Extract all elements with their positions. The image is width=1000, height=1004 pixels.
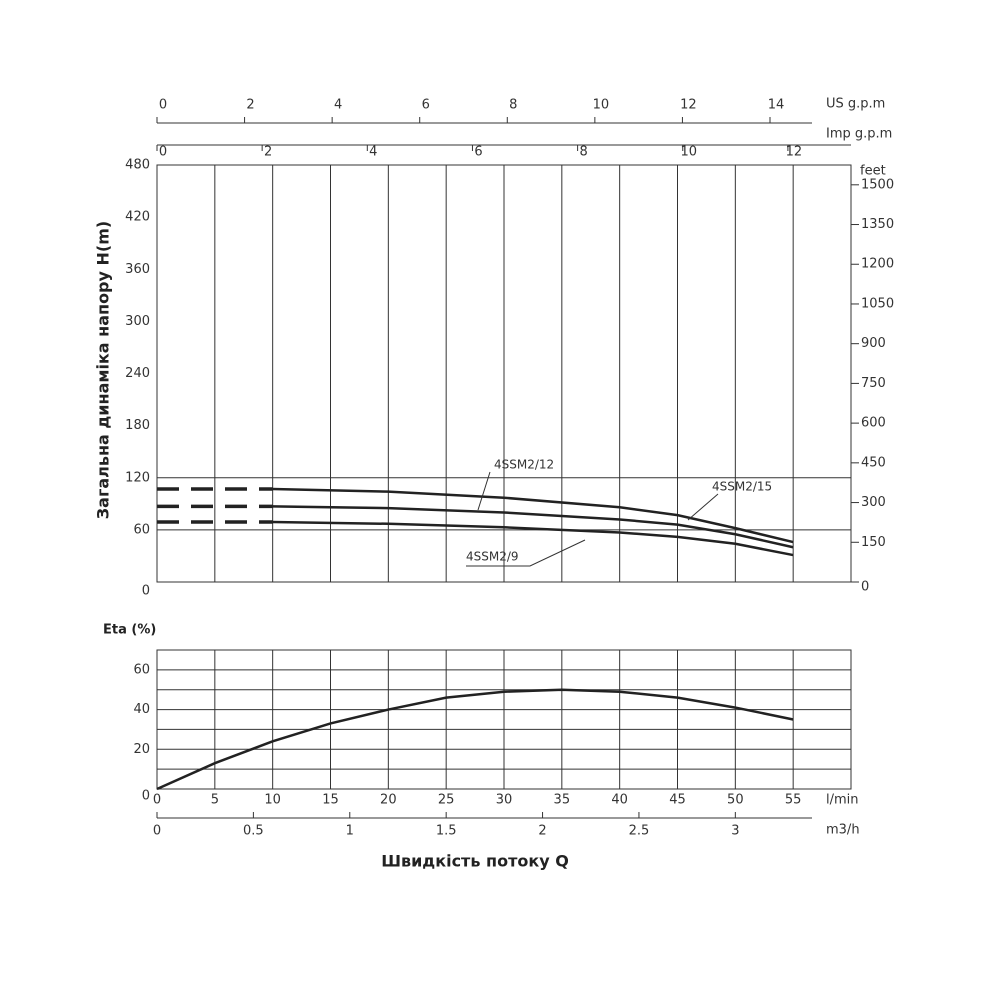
y-tick-label: 360 [125, 262, 150, 277]
series-label: 4SSM2/15 [712, 480, 772, 494]
top-tick-label: 0 [159, 145, 167, 160]
y-tick-label: 120 [125, 470, 150, 485]
top-tick-label: 12 [786, 145, 803, 160]
top-tick-label: 2 [264, 145, 272, 160]
y2-axis-title: feet [860, 164, 886, 179]
y-tick-label: 60 [133, 662, 150, 677]
y-axis-title: Загальна динаміка напору H(m) [94, 221, 113, 519]
top-tick-label: 0 [159, 98, 167, 113]
x-axis-title: Швидкість потоку Q [381, 852, 569, 871]
curve [272, 505, 794, 549]
y2-tick-label: 0 [861, 580, 869, 595]
x2-tick-label: 0.5 [243, 824, 264, 839]
x-tick-label: 35 [554, 793, 571, 808]
top-tick-label: 6 [474, 145, 482, 160]
top-tick-label: 4 [334, 98, 342, 113]
x-tick-label: 45 [669, 793, 686, 808]
label-leader [466, 539, 586, 567]
x2-tick-label: 2.5 [629, 824, 650, 839]
x-tick-label: 0 [153, 793, 161, 808]
y2-tick-label: 1350 [861, 217, 894, 232]
x2-tick-label: 2 [538, 824, 546, 839]
label-leader [687, 493, 719, 521]
y2-tick-label: 150 [861, 535, 886, 550]
series-label: 4SSM2/12 [494, 458, 554, 472]
x-tick-label: 20 [380, 793, 397, 808]
top-tick-label: 14 [768, 98, 785, 113]
y2-tick-label: 1500 [861, 177, 894, 192]
x-tick-label: 5 [211, 793, 219, 808]
y2-tick-label: 450 [861, 455, 886, 470]
curve [156, 688, 794, 791]
y2-tick-label: 750 [861, 376, 886, 391]
x2-tick-label: 3 [731, 824, 739, 839]
top-tick-label: 2 [246, 98, 254, 113]
y-tick-label: 40 [133, 702, 150, 717]
top-tick-label: 10 [593, 98, 610, 113]
y2-tick-label: 900 [861, 336, 886, 351]
top-axis-title: US g.p.m [826, 97, 885, 112]
eta-axis-title: Eta (%) [103, 623, 156, 638]
x-tick-label: 40 [611, 793, 628, 808]
x-unit: l/min [826, 793, 859, 808]
x-tick-label: 55 [785, 793, 802, 808]
label-leader [477, 471, 491, 511]
top-tick-label: 4 [369, 145, 377, 160]
top-tick-label: 6 [422, 98, 430, 113]
top-tick-label: 8 [579, 145, 587, 160]
y-tick-label: 180 [125, 418, 150, 433]
x-tick-label: 25 [438, 793, 455, 808]
x2-unit: m3/h [826, 823, 860, 838]
x-tick-label: 15 [322, 793, 339, 808]
y-tick-label: 420 [125, 210, 150, 225]
x-tick-label: 10 [264, 793, 281, 808]
y-tick-label: 240 [125, 366, 150, 381]
x2-tick-label: 1 [346, 824, 354, 839]
y2-tick-label: 600 [861, 416, 886, 431]
x2-tick-label: 0 [153, 824, 161, 839]
y-tick-label: 60 [133, 522, 150, 537]
top-tick-label: 8 [509, 98, 517, 113]
x-tick-label: 50 [727, 793, 744, 808]
curve [272, 520, 794, 557]
y-tick-label: 0 [142, 789, 150, 804]
y-tick-label: 300 [125, 314, 150, 329]
y-tick-label: 20 [133, 742, 150, 757]
x2-tick-label: 1.5 [436, 824, 457, 839]
series-label: 4SSM2/9 [466, 550, 519, 564]
y2-tick-label: 1200 [861, 257, 894, 272]
top-tick-label: 10 [680, 145, 697, 160]
y2-tick-label: 1050 [861, 296, 894, 311]
top-tick-label: 12 [680, 98, 697, 113]
curve [272, 487, 794, 544]
x-tick-label: 30 [496, 793, 513, 808]
y-tick-label: 0 [142, 584, 150, 599]
top-axis-title: Imp g.p.m [826, 127, 892, 142]
y2-tick-label: 300 [861, 495, 886, 510]
y-tick-label: 480 [125, 158, 150, 173]
